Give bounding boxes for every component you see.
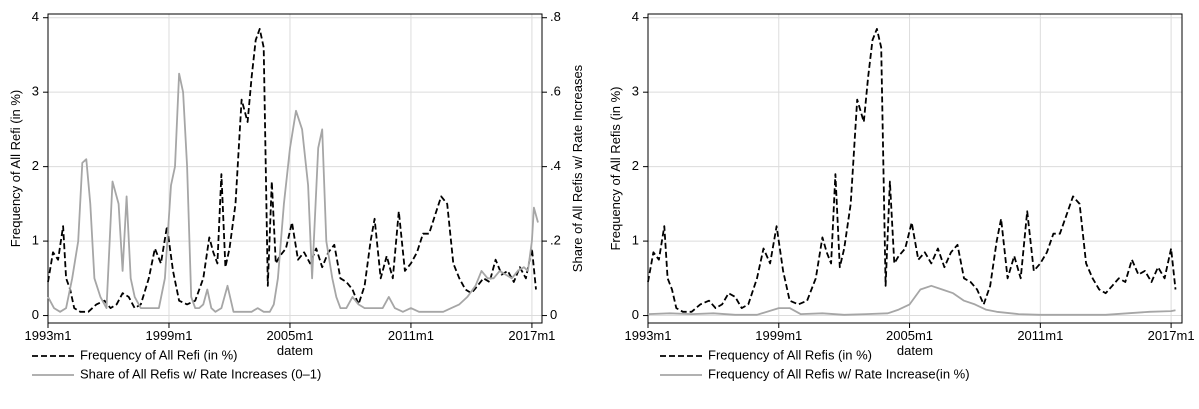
- gridlines: [47, 14, 542, 323]
- x-tick-label: 2011m1: [1017, 328, 1063, 343]
- legend: Frequency of All Refi (in %) Share of All…: [32, 347, 321, 381]
- chart-panel-2: 0 1 2 3 4 1993m1 1999m1 2005m1 2011m1 2017m1 datem…: [608, 9, 1195, 381]
- y-right-tick-label: 0: [550, 307, 557, 322]
- y-tick-label: 3: [632, 84, 639, 99]
- legend-label-2: Share of All Refis w/ Rate Increases (0–…: [80, 366, 321, 381]
- plot-frame: [647, 13, 1183, 324]
- y-tick-label: 3: [32, 84, 39, 99]
- y-axis-title: Frequency of All Refi (in %): [8, 90, 23, 248]
- y-tick-label: 4: [632, 9, 639, 24]
- y-right-tick-label: .2: [550, 233, 561, 248]
- x-tick-label: 2011m1: [388, 328, 434, 343]
- chart-panel-1: 0 1 2 3 4 0 .2 .4 .6 .8 1993m1 1999m1 2005m1 2011m1 20…: [8, 9, 585, 381]
- x-tick-label: 2005m1: [886, 328, 933, 343]
- series-line-1: [47, 27, 537, 313]
- x-tick-label: 1993m1: [625, 328, 672, 343]
- series-line-2: [47, 72, 539, 313]
- series-line-2: [647, 284, 1176, 316]
- y-tick-label: 2: [632, 158, 639, 173]
- x-tick-label: 1999m1: [755, 328, 802, 343]
- y-right-tick-label: .4: [550, 158, 561, 173]
- series-line-1: [647, 27, 1177, 313]
- y-right-tick-label: .8: [550, 9, 561, 24]
- y-right-tick-label: .6: [550, 84, 561, 99]
- x-axis-title: datem: [897, 343, 933, 358]
- y-tick-label: 4: [32, 9, 39, 24]
- x-tick-label: 2017m1: [1148, 328, 1195, 343]
- plot-frame: [47, 13, 543, 324]
- series-group: [47, 27, 539, 313]
- legend-label-1: Frequency of All Refis (in %): [708, 347, 872, 362]
- legend-label-1: Frequency of All Refi (in %): [80, 347, 238, 362]
- y-tick-label: 1: [32, 233, 39, 248]
- legend-label-2: Frequency of All Refis w/ Rate Increase(…: [708, 366, 970, 381]
- x-tick-label: 1999m1: [145, 328, 192, 343]
- x-axis-title: datem: [277, 343, 313, 358]
- y-tick-label: 0: [632, 307, 639, 322]
- legend: Frequency of All Refis (in %) Frequency o…: [660, 347, 970, 381]
- y-tick-label: 0: [32, 307, 39, 322]
- x-tick-label: 1993m1: [25, 328, 72, 343]
- y-axis-title: Frequency of All Refis (in %): [608, 86, 623, 250]
- y-tick-label: 1: [632, 233, 639, 248]
- x-tick-label: 2005m1: [266, 328, 313, 343]
- y-tick-label: 2: [32, 158, 39, 173]
- y-right-axis-title: Share of All Refis w/ Rate Increases: [570, 64, 585, 272]
- x-tick-label: 2017m1: [508, 328, 555, 343]
- series-group: [647, 27, 1177, 316]
